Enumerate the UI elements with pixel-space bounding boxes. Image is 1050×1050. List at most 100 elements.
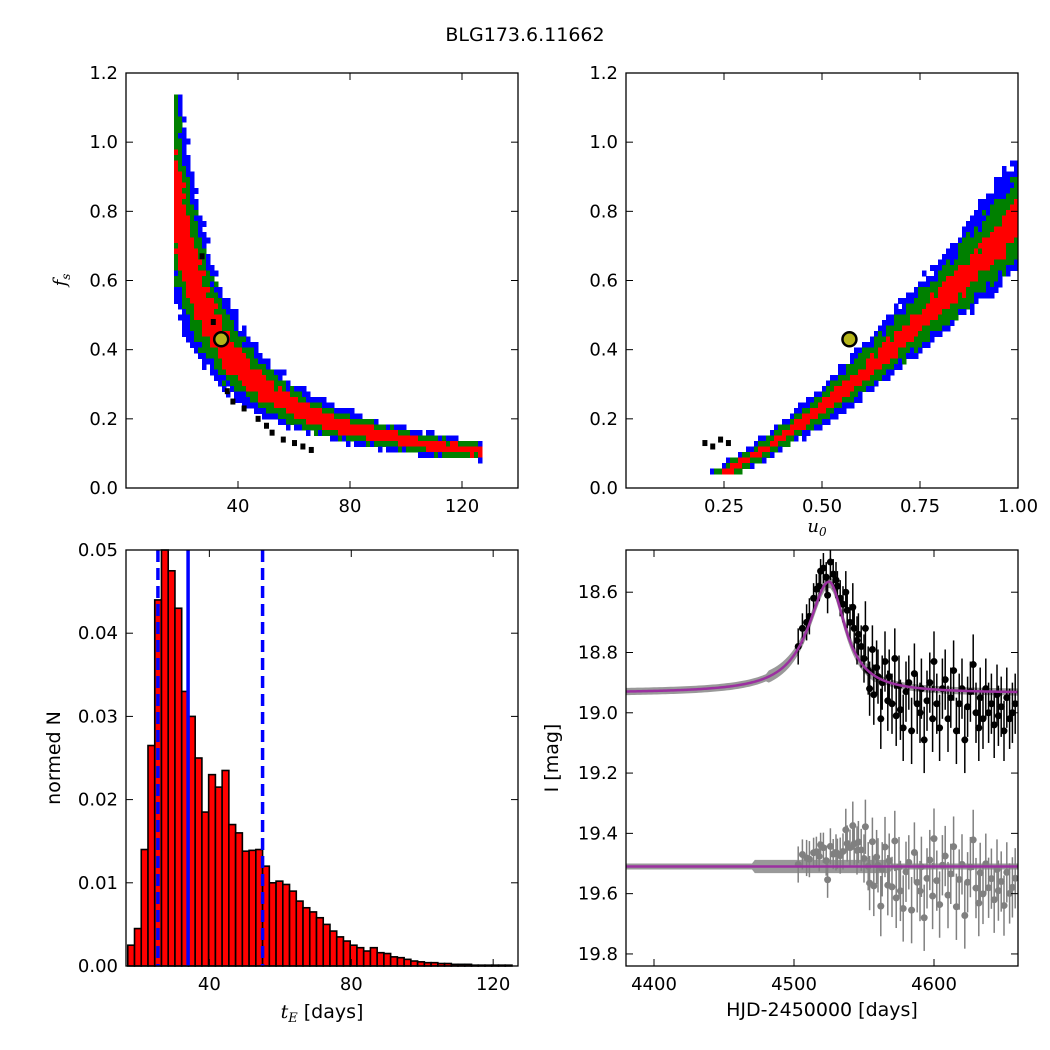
u0-fs-cell [866,347,871,354]
u0-fs-cell [762,435,767,442]
tE-fs-cell [218,287,223,293]
tE-fs-cell [226,298,231,304]
tE-fs-cell [358,424,363,431]
u0-fs-cell [918,309,923,315]
u0-fs-cell [922,303,927,310]
tE-fs-cell [254,353,259,359]
u0-fs-cell [914,298,919,304]
tE-fs-cell [350,413,355,420]
tE-fs-cell [178,226,183,233]
u0-fs-cell [1014,215,1019,222]
tE-fs-cell [470,441,475,447]
tE-fs-cell [222,369,227,376]
histogram-bar [221,769,230,967]
tE-fs-cell [174,276,179,282]
tE-fs-cell [466,452,471,458]
tE-fs-cell [250,402,255,409]
tE-fs-cell [210,309,215,315]
tE-fs-cell [214,298,219,304]
histogram-bar [288,890,298,967]
tE-fs-cell [230,320,235,326]
u0-fs-cell [1010,215,1015,222]
tE-fs-cell [194,188,199,194]
residual-point [854,838,862,846]
u0-fs-cell [970,276,975,282]
u0-fs-cell [934,314,939,321]
tE-fs-cell [214,369,219,376]
u0-fs-cell [1014,182,1019,189]
u0-fs-cell [886,325,891,332]
tE-fs-cell [234,364,239,370]
u0-fs-cell [962,237,967,244]
u0-fs-cell [974,254,979,260]
tE-fs-cell [178,276,183,282]
u0-fs-cell [962,232,967,238]
u0-fs-cell [1002,259,1007,266]
u0-fs-cell [946,270,951,277]
u0-fs-cell [930,314,935,321]
u0-fs-cell [882,342,887,348]
tE-fs-cell [186,248,191,255]
u0-fs-cell [898,314,903,321]
u0-fs-cell [978,210,983,216]
tE-fs-cell [238,386,243,392]
tE-fs-cell [178,105,183,112]
residual-point [1011,874,1018,882]
tE-fs-cell [314,413,319,420]
u0-fs-cell [950,276,955,282]
tE-fs-cell [178,177,183,183]
data-point [930,658,938,666]
u0-fs-cell [1014,171,1019,178]
u0-fs-cell [1006,243,1011,249]
tE-fs-cell [354,419,359,425]
tE-fs-ytick-label: 0.2 [89,409,118,430]
u0-fs-cell [1006,254,1011,260]
u0-fs-cell [962,243,967,249]
tE-fs-cell [174,144,179,150]
data-point [899,724,907,732]
u0-fs-cell [838,380,843,387]
tE-fs-cell [350,424,355,431]
u0-fs-cell [942,309,947,315]
u0-fs-cell [970,303,975,310]
tE-fs-cell [294,424,299,431]
u0-fs-cell [1014,248,1019,255]
tE-fs-cell [246,364,251,370]
tE-fs-cell [210,325,215,332]
tE-fs-cell [238,347,243,354]
u0-fs-cell [986,287,991,293]
tE-fs-cell [226,320,231,326]
data-point [936,724,944,732]
u0-fs-cell [722,463,727,469]
u0-fs-cell [750,446,755,453]
u0-fs-cell [878,347,883,354]
u0-fs-cell [822,413,827,420]
tE-fs-cell [190,232,195,238]
u0-fs-cell [1002,270,1007,277]
u0-fs-cell [950,303,955,310]
u0-fs-cell [826,419,831,425]
u0-fs-cell [1006,177,1011,183]
tE-fs-cell [214,347,219,354]
tE-fs-cell [462,446,467,453]
data-point [997,703,1005,711]
u0-fs-cell [986,254,991,260]
tE-fs-cell [282,386,287,392]
tE-fs-cell [186,177,191,183]
u0-fs-ytick-label: 0.4 [589,340,618,361]
tE-fs-cell [246,358,251,365]
u0-fs-cell [1002,232,1007,238]
u0-fs-cell [1002,265,1007,271]
u0-fs-cell [842,375,847,381]
tE-fs-black-cell [230,398,236,405]
u0-fs-cell [926,276,931,282]
tE-fs-cell [238,375,243,381]
histogram-bar [356,946,365,967]
tE-fs-cell [270,402,275,409]
tE-fs-cell [342,413,347,420]
u0-fs-cell [746,457,751,464]
u0-fs-cell [714,468,719,475]
u0-fs-cell [954,287,959,293]
tE-fs-cell [178,215,183,222]
tE-fs-cell [206,320,211,326]
